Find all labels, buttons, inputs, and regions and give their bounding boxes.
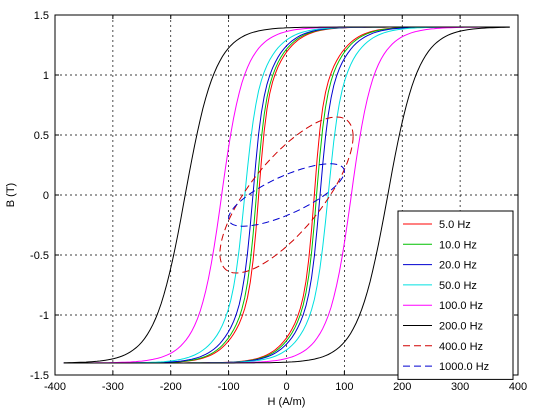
- legend-box: [397, 210, 514, 380]
- legend-label: 20.0 Hz: [439, 260, 477, 272]
- y-tick-label: 0: [43, 190, 49, 202]
- legend-label: 200.0 Hz: [439, 321, 483, 333]
- x-axis-label: H (A/m): [268, 396, 306, 408]
- y-axis-label: B (T): [5, 183, 17, 207]
- x-tick-label: -400: [44, 381, 66, 393]
- y-tick-label: 0.5: [34, 130, 49, 142]
- series-line-6: [63, 26, 510, 364]
- series-line-8: [228, 163, 345, 227]
- x-tick-label: 100: [335, 381, 353, 393]
- x-tick-label: 200: [393, 381, 411, 393]
- legend-label: 400.0 Hz: [439, 341, 483, 353]
- x-tick-label: 0: [283, 381, 289, 393]
- x-tick-label: 300: [451, 381, 469, 393]
- y-tick-label: -1: [39, 310, 49, 322]
- series-layer: [63, 26, 510, 364]
- x-tick-label: 400: [509, 381, 527, 393]
- y-tick-label: 1.5: [34, 10, 49, 22]
- grid: [55, 15, 518, 375]
- legend-label: 50.0 Hz: [439, 280, 477, 292]
- legend-label: 5.0 Hz: [439, 219, 471, 231]
- legend-label: 1000.0 Hz: [439, 361, 489, 373]
- series-line-7: [219, 116, 354, 274]
- y-tick-label: 1: [43, 70, 49, 82]
- legend-label: 100.0 Hz: [439, 300, 483, 312]
- y-tick-label: -0.5: [30, 250, 49, 262]
- legend: 5.0 Hz 10.0 Hz 20.0 Hz 50.0 Hz 100.0 Hz 200.0…: [397, 210, 514, 380]
- x-tick-label: -100: [218, 381, 240, 393]
- x-tick-label: -300: [102, 381, 124, 393]
- y-tick-label: -1.5: [30, 370, 49, 382]
- ticks: -400 -300 -200 -100 0 100 200 300 400 -1.5 -1 -0.5 0…: [30, 10, 527, 393]
- legend-label: 10.0 Hz: [439, 239, 477, 251]
- x-tick-label: -200: [160, 381, 182, 393]
